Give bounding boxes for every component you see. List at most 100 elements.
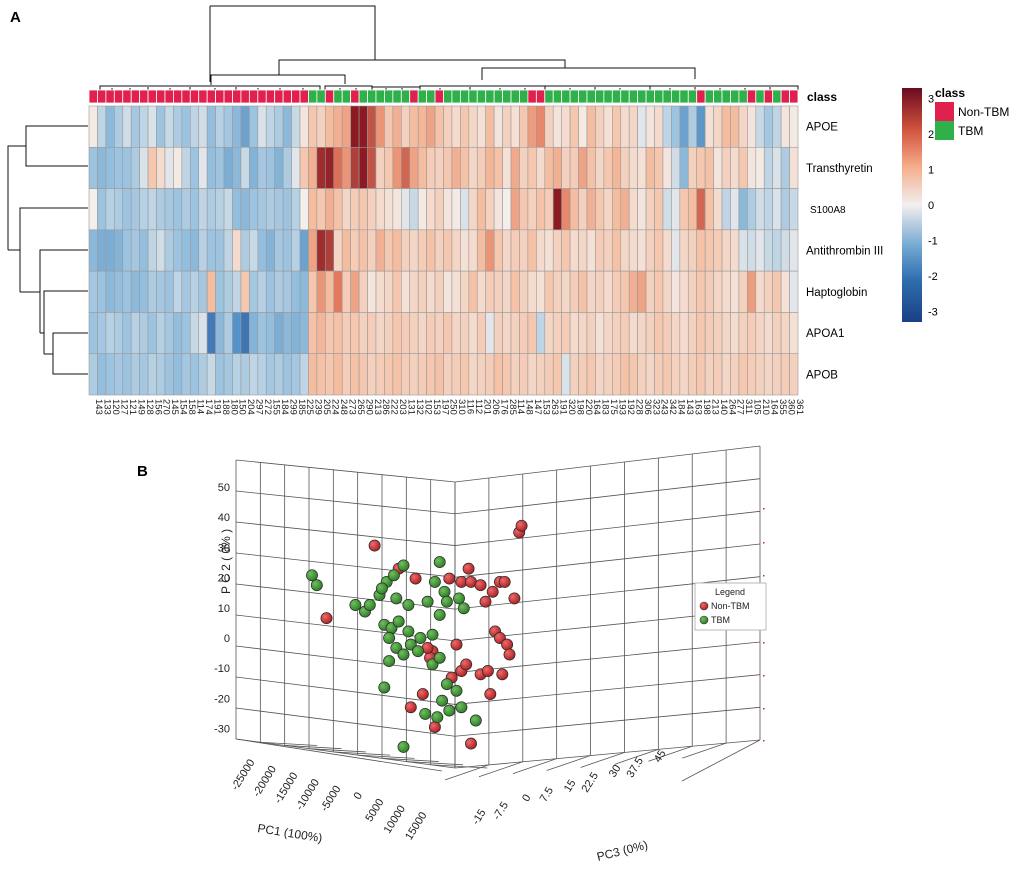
heatmap-cell [721,188,731,231]
heatmap-cell [299,270,309,313]
heatmap-cell [367,353,377,396]
column-label: 133 [102,399,113,415]
heatmap-cell [156,105,166,148]
heatmap-cell [443,105,453,148]
heatmap-cell [282,312,292,355]
column-label: 150 [237,399,248,415]
heatmap-cell [493,146,503,189]
heatmap-cell [789,353,799,396]
column-label: 184 [676,399,687,415]
column-label: 131 [406,399,417,415]
point-non-tbm [404,701,417,714]
heatmap-cell [552,312,562,355]
heatmap-cell [519,270,529,313]
grid-line [235,521,456,546]
class-annotation-cell [105,89,115,104]
heatmap-cell [173,353,183,396]
heatmap-cell [249,146,259,189]
point-tbm [433,651,446,664]
heatmap-cell [409,188,419,231]
heatmap-cell [316,312,326,355]
heatmap-cell [189,270,200,313]
grid-line [235,738,456,769]
heatmap-cell [206,105,216,148]
heatmap-cell [181,270,191,313]
column-label: 213 [372,399,383,415]
point-non-tbm [479,595,492,608]
heatmap-cell [654,105,664,148]
heatmap-cell [367,146,377,189]
heatmap-cell [308,188,318,231]
heatmap-cell [502,188,512,231]
heatmap-cell [780,146,790,189]
heatmap-cell [789,270,799,313]
heatmap-cell [696,312,706,355]
point-non-tbm [496,668,509,681]
heatmap-cell [240,229,250,272]
class-annotation-cell [772,89,782,104]
heatmap-cell [316,105,326,148]
class-annotation-cell [704,89,714,104]
heatmap-cell [392,105,402,148]
class-annotation-cell [502,89,512,104]
heatmap-cell [612,270,622,313]
heatmap-cell [223,105,233,148]
heatmap-cell [181,312,191,355]
class-annotation-cell [544,89,554,104]
heatmap-cell [578,146,588,189]
heatmap-cell [502,146,512,189]
heatmap-cell [88,353,98,396]
class-annotation-cell [527,89,537,104]
heatmap-cell [738,312,748,355]
heatmap-cell [206,270,216,313]
class-annotation-cell [299,89,309,104]
heatmap-panel: class APOE Transthyretin S100A8 Antithrombi… [7,5,1009,415]
heatmap-cell [181,229,191,272]
pc2-tick: -20 [214,693,230,705]
class-annotation-cell [519,89,529,104]
heatmap-cell [544,146,554,189]
grid-line [648,745,693,762]
heatmap-cell [738,353,748,396]
pc1-tick: 10000 [382,803,408,835]
heatmap-cell [662,353,672,396]
heatmap-cell [223,312,233,355]
heatmap-cell [156,312,166,355]
heatmap-cell [384,229,394,272]
class-annotation-cell [763,89,774,104]
heatmap-cell [384,312,394,355]
heatmap-cell [772,188,782,231]
heatmap-cell [772,270,782,313]
heatmap-cell [519,353,529,396]
class-annotation-cell [113,89,124,104]
heatmap-cell [460,353,470,396]
column-dendrogram [99,5,799,90]
annotation-label: class [807,90,837,104]
class-annotation-cell [755,89,765,104]
heatmap-cell [620,229,630,272]
pc3-tick: -7.5 [491,800,511,822]
heatmap-cell [755,146,765,189]
point-tbm [419,707,432,720]
column-label: 205 [321,399,332,415]
point-tbm [431,711,444,724]
heatmap-cell [628,270,638,313]
point-tbm [412,645,424,658]
heatmap-cell [333,353,343,396]
heatmap-cell [527,312,537,355]
point-non-tbm [484,688,497,701]
column-label: 127 [119,399,130,415]
heatmap-cell [645,353,655,396]
heatmap-cell [198,146,208,189]
grid-line [406,761,464,766]
pc3-tick: 37.5 [625,755,647,780]
heatmap-cell [274,353,284,396]
heatmap-cell [147,146,157,189]
heatmap-cell [130,105,140,148]
heatmap-cell [367,312,377,355]
heatmap-cell [384,353,394,396]
heatmap-cell [299,229,309,272]
heatmap-cell [595,229,605,272]
heatmap-cell [780,270,790,313]
heatmap-cell [713,188,723,231]
